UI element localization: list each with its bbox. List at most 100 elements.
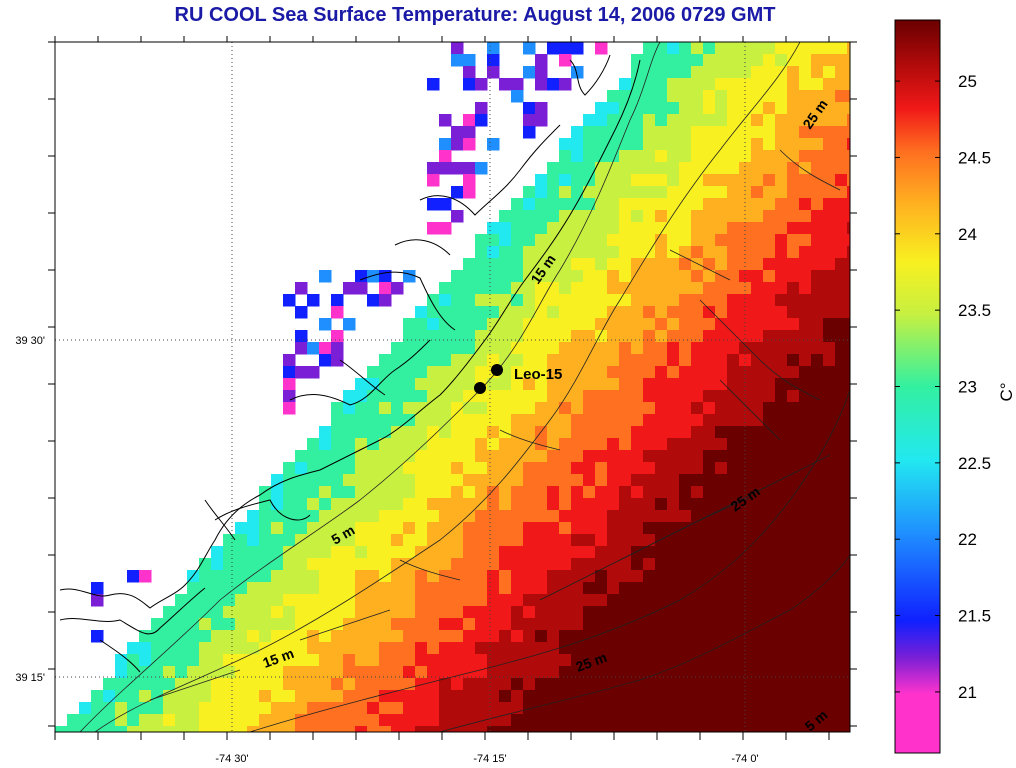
sst-cell <box>547 426 560 439</box>
sst-cell <box>307 666 320 679</box>
sst-cell <box>643 378 656 391</box>
sst-cell <box>607 222 620 235</box>
sst-cell <box>727 462 740 475</box>
sst-cell <box>331 582 344 595</box>
sst-cell <box>343 546 356 559</box>
sst-cell <box>811 426 824 439</box>
sst-cell <box>703 114 716 127</box>
sst-cell <box>355 474 368 487</box>
sst-cell <box>775 426 788 439</box>
sst-cell <box>667 186 680 199</box>
sst-cell <box>511 378 524 391</box>
sst-cell <box>643 678 656 691</box>
sst-cell <box>247 678 260 691</box>
sst-cell <box>487 714 500 727</box>
sst-cell <box>667 234 680 247</box>
sst-cell <box>535 702 548 715</box>
sst-cell <box>199 690 212 703</box>
sst-cell <box>283 378 296 391</box>
sst-cell <box>595 450 608 463</box>
sst-cell <box>775 342 788 355</box>
sst-cell <box>811 414 824 427</box>
sst-cell <box>679 306 692 319</box>
sst-cell <box>715 486 728 499</box>
sst-cell <box>751 690 764 703</box>
sst-cell <box>739 714 752 727</box>
sst-cell <box>607 606 620 619</box>
sst-cell <box>235 546 248 559</box>
sst-cell <box>475 522 488 535</box>
sst-cell <box>727 450 740 463</box>
sst-cell <box>667 546 680 559</box>
x-tick-label: -74 30' <box>215 753 248 765</box>
sst-cell <box>583 450 596 463</box>
sst-cell <box>835 210 848 223</box>
sst-cell <box>223 582 236 595</box>
sst-cell <box>199 678 212 691</box>
sst-cell <box>175 642 188 655</box>
sst-cell <box>187 666 200 679</box>
sst-cell <box>631 210 644 223</box>
sst-cell <box>247 546 260 559</box>
sst-cell <box>355 558 368 571</box>
sst-cell <box>403 486 416 499</box>
sst-cell <box>679 606 692 619</box>
sst-cell <box>415 510 428 523</box>
sst-cell <box>475 102 488 115</box>
sst-cell <box>655 318 668 331</box>
sst-cell <box>631 630 644 643</box>
sst-cell <box>379 510 392 523</box>
sst-cell <box>739 666 752 679</box>
sst-cell <box>691 414 704 427</box>
sst-cell <box>535 54 548 67</box>
sst-cell <box>343 474 356 487</box>
sst-cell <box>667 222 680 235</box>
sst-cell <box>487 282 500 295</box>
sst-cell <box>439 198 452 211</box>
sst-cell <box>439 654 452 667</box>
sst-cell <box>715 414 728 427</box>
sst-cell <box>487 306 500 319</box>
sst-cell <box>847 510 850 523</box>
sst-cell <box>583 606 596 619</box>
sst-cell <box>271 642 284 655</box>
sst-cell <box>619 354 632 367</box>
sst-cell <box>763 258 776 271</box>
sst-cell <box>571 426 584 439</box>
sst-cell <box>595 102 608 115</box>
sst-cell <box>799 138 812 151</box>
sst-cell <box>415 558 428 571</box>
sst-cell <box>463 66 476 79</box>
sst-cell <box>583 618 596 631</box>
sst-cell <box>91 726 104 732</box>
sst-cell <box>355 402 368 415</box>
sst-cell <box>511 426 524 439</box>
sst-cell <box>667 702 680 715</box>
sst-cell <box>811 198 824 211</box>
sst-cell <box>559 618 572 631</box>
sst-cell <box>775 654 788 667</box>
sst-cell <box>631 558 644 571</box>
sst-cell <box>847 606 850 619</box>
sst-cell <box>343 618 356 631</box>
sst-cell <box>775 630 788 643</box>
sst-cell <box>463 690 476 703</box>
sst-cell <box>559 270 572 283</box>
sst-cell <box>499 546 512 559</box>
sst-cell <box>451 270 464 283</box>
sst-cell <box>559 354 572 367</box>
sst-cell <box>487 294 500 307</box>
sst-cell <box>571 198 584 211</box>
sst-cell <box>559 438 572 451</box>
sst-cell <box>799 546 812 559</box>
sst-cell <box>727 294 740 307</box>
sst-cell <box>751 306 764 319</box>
sst-cell <box>451 642 464 655</box>
sst-cell <box>451 582 464 595</box>
sst-cell <box>307 438 320 451</box>
sst-cell <box>511 726 524 732</box>
sst-cell <box>667 426 680 439</box>
sst-cell <box>751 726 764 732</box>
sst-cell <box>607 330 620 343</box>
